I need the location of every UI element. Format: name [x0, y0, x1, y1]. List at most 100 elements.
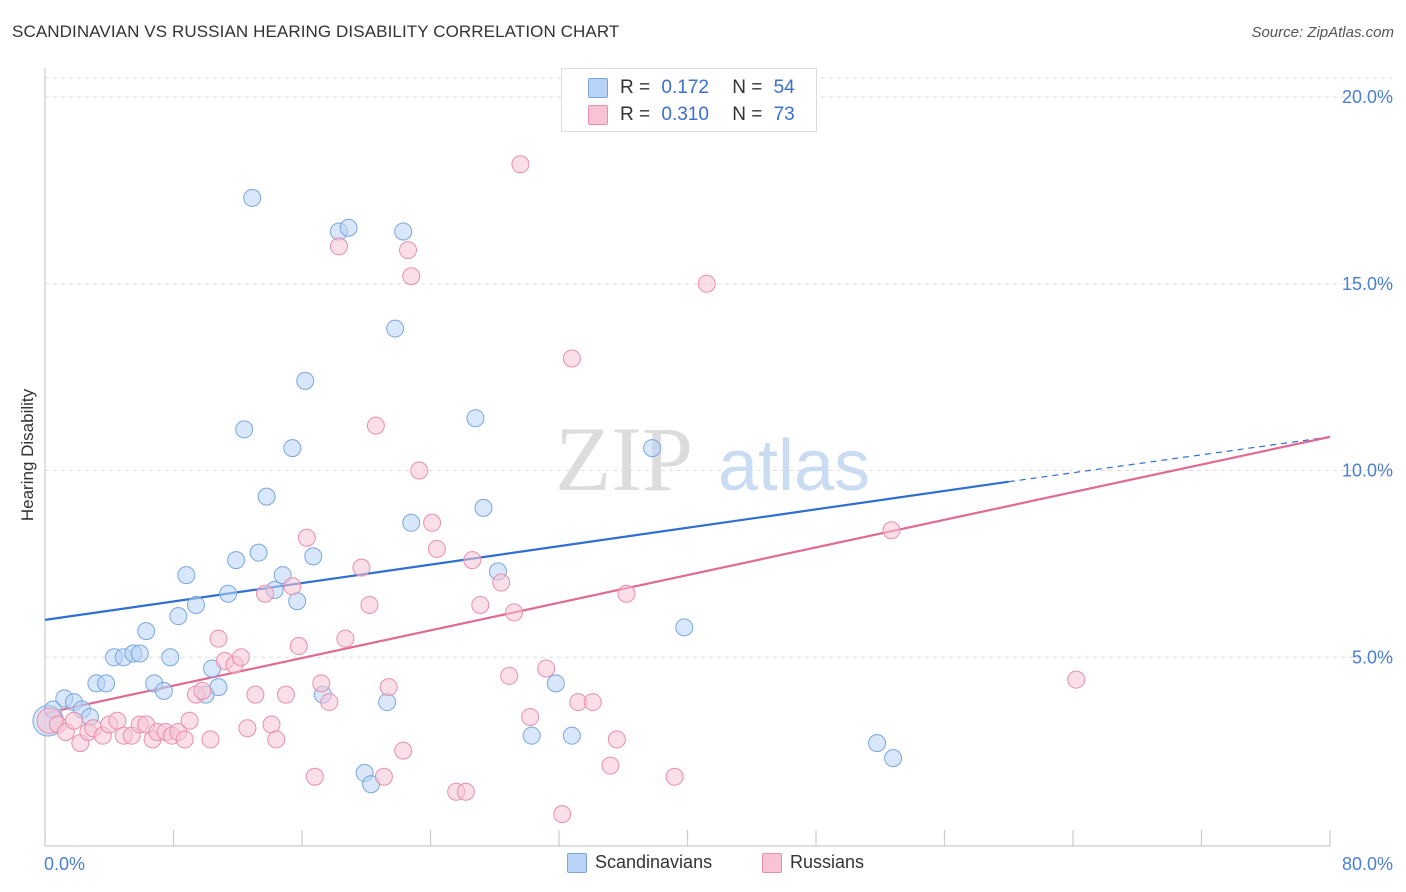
russian-point [427, 539, 446, 558]
series-legend: Scandinavians Russians [0, 852, 1406, 878]
russian-point [64, 711, 83, 730]
russian-point [665, 767, 684, 786]
russian-point [180, 711, 199, 730]
russian-point [246, 685, 265, 704]
scandinavian-point [130, 644, 149, 663]
legend-label-scandinavians: Scandinavians [595, 852, 713, 872]
russian-point [607, 730, 626, 749]
russian-point [1067, 670, 1086, 689]
scandinavian-point [235, 420, 254, 439]
scandinavian-point [97, 674, 116, 693]
legend-swatch-russians [762, 853, 782, 873]
scandinavian-point [304, 547, 323, 566]
y-tick-label: 10.0% [1342, 461, 1393, 481]
russian-point [500, 666, 519, 685]
scandinavian-trend-extension [1008, 436, 1331, 483]
scandinavian-point [386, 319, 405, 338]
russian-point [553, 805, 572, 824]
scandinavian-point [884, 749, 903, 768]
scandinavian-point [868, 734, 887, 753]
legend-r-value: 0.172 [661, 77, 709, 98]
legend-n-value: 73 [773, 104, 795, 125]
legend-swatch-scandinavians [588, 78, 608, 98]
scandinavian-point [243, 188, 262, 207]
scandinavian-point [161, 648, 180, 667]
legend-r-value: 0.310 [661, 104, 709, 125]
scandinavian-trend-line [44, 480, 1009, 621]
russian-point [505, 603, 524, 622]
watermark-atlas: atlas [718, 426, 870, 506]
russian-point [305, 767, 324, 786]
scandinavian-point [257, 487, 276, 506]
chart-title: SCANDINAVIAN VS RUSSIAN HEARING DISABILI… [12, 22, 620, 41]
russian-point [583, 693, 602, 712]
russian-point [366, 416, 385, 435]
source-label: Source: ZipAtlas.com [1251, 24, 1394, 41]
russian-point [399, 241, 418, 260]
scandinavian-point [177, 566, 196, 585]
scandinavian-point [562, 726, 581, 745]
legend-swatch-russians [588, 105, 608, 125]
scandinavian-point [296, 371, 315, 390]
watermark: ZIP atlas [555, 408, 870, 510]
russian-point [108, 711, 127, 730]
scandinavian-point [466, 409, 485, 428]
russian-point [201, 730, 220, 749]
scandinavian-point [378, 693, 397, 712]
russian-point [320, 693, 339, 712]
russian-point [238, 719, 257, 738]
legend-label-russians: Russians [790, 852, 865, 872]
scandinavian-point [186, 595, 205, 614]
russian-point [410, 461, 429, 480]
russian-point [423, 513, 442, 532]
scandinavian-point [474, 498, 493, 517]
scandinavian-point [675, 618, 694, 637]
watermark-zip: ZIP [555, 408, 693, 510]
russian-point [297, 528, 316, 547]
russian-point [289, 637, 308, 656]
scandinavian-point [137, 622, 156, 641]
scandinavian-point [227, 551, 246, 570]
russian-point [283, 577, 302, 596]
legend-n-value: 54 [773, 77, 795, 98]
legend-swatch-scandinavians [567, 853, 587, 873]
russian-point [562, 349, 581, 368]
scandinavian-point [283, 439, 302, 458]
russian-point [617, 584, 636, 603]
legend-r-label: R = [620, 104, 651, 125]
russian-point [601, 756, 620, 775]
russian-point [456, 782, 475, 801]
russian-point [882, 521, 901, 540]
russian-point [312, 674, 331, 693]
russian-point [521, 708, 540, 727]
russian-point [336, 629, 355, 648]
russian-point [394, 741, 413, 760]
scandinavian-point [219, 584, 238, 603]
russian-point [329, 237, 348, 256]
russian-point [537, 659, 556, 678]
russian-point [267, 730, 286, 749]
russian-point [379, 678, 398, 697]
russian-point [352, 558, 371, 577]
gridlines [45, 77, 1392, 658]
scandinavian-point [643, 439, 662, 458]
russian-point [193, 681, 212, 700]
russian-trend-line [44, 435, 1331, 715]
legend-n-label: N = [732, 77, 763, 98]
legend-n-label: N = [732, 104, 763, 125]
series-russians [36, 155, 1086, 824]
scandinavian-point [154, 681, 173, 700]
x-tick-label: 0.0% [44, 854, 85, 874]
scandinavian-point [169, 607, 188, 626]
russian-point [175, 730, 194, 749]
russian-point [276, 685, 295, 704]
russian-point [209, 629, 228, 648]
trend-lines [44, 435, 1331, 715]
scandinavian-point [288, 592, 307, 611]
russian-point [463, 551, 482, 570]
russian-point [374, 767, 393, 786]
russian-point [256, 584, 275, 603]
x-tick-label: 80.0% [1342, 854, 1393, 874]
russian-point [471, 595, 490, 614]
